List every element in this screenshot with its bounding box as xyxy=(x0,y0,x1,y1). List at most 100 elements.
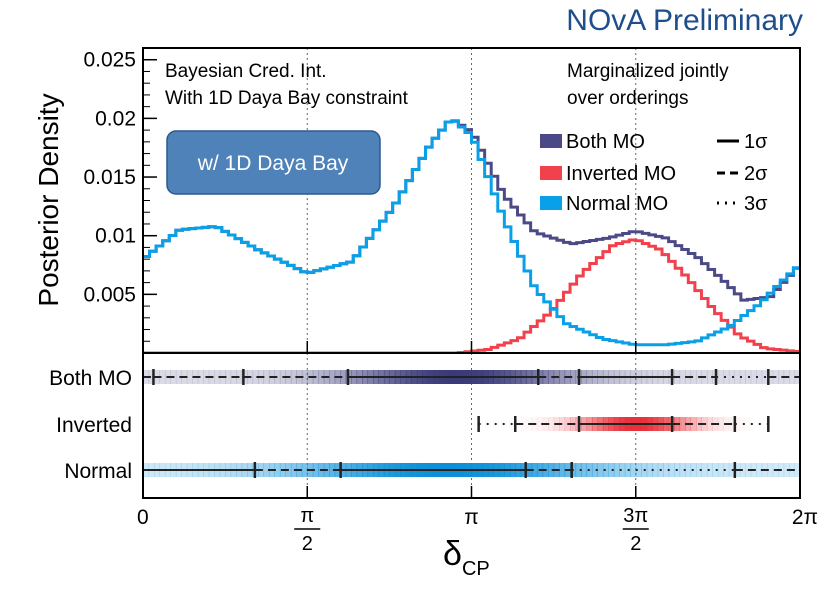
density-cell xyxy=(690,417,697,431)
density-cell xyxy=(186,370,193,384)
density-cell xyxy=(159,370,166,384)
legend-swatch-2 xyxy=(540,196,562,210)
density-cell xyxy=(701,463,708,477)
density-cell xyxy=(570,370,577,384)
annotation-right-line-2: over orderings xyxy=(567,88,688,109)
series-line-1 xyxy=(143,238,800,353)
legend-swatch-1 xyxy=(540,166,562,180)
density-cell xyxy=(745,417,751,431)
legend: Both MO Inverted MO Normal MO 1σ 2σ 3σ xyxy=(540,131,768,215)
density-cell xyxy=(340,370,347,384)
density-cell xyxy=(214,370,221,384)
density-cell xyxy=(750,370,757,384)
density-cell xyxy=(197,370,204,384)
y-tick-label-0: 0.005 xyxy=(83,283,136,306)
x-tick-label-den-3: 2 xyxy=(630,533,641,555)
density-cell xyxy=(602,463,609,477)
density-cell xyxy=(630,463,637,477)
daya-bay-badge-text: w/ 1D Daya Bay xyxy=(197,152,349,175)
density-cell xyxy=(723,370,730,384)
density-cell xyxy=(767,463,774,477)
annotation-right-line-1: Marginalized jointly xyxy=(567,61,729,82)
density-panel: 0.005 0.01 0.015 0.02 0.025 Posterior Densit… xyxy=(33,47,801,354)
density-cell xyxy=(717,463,724,477)
annotation-left-line-1: Bayesian Cred. Int. xyxy=(165,61,327,82)
density-cell xyxy=(706,417,713,431)
density-cell xyxy=(756,370,763,384)
interval-rows: Both MO Inverted Normal xyxy=(49,367,801,483)
gridlines xyxy=(306,48,637,353)
density-cell xyxy=(679,370,686,384)
y-tick-label-4: 0.025 xyxy=(83,49,136,72)
density-cell xyxy=(619,463,626,477)
density-cell xyxy=(301,463,308,477)
y-axis-ticks: 0.005 0.01 0.015 0.02 0.025 xyxy=(83,49,801,353)
density-cell xyxy=(531,463,538,477)
density-cell xyxy=(728,370,735,384)
density-curves xyxy=(143,119,800,353)
density-cell xyxy=(734,370,741,384)
y-axis-label: Posterior Density xyxy=(33,93,64,306)
x-tick-label-2: π xyxy=(464,506,479,529)
x-tick-label-4: 2π xyxy=(792,506,818,529)
legend-swatch-0 xyxy=(540,134,562,148)
density-cell xyxy=(706,370,713,384)
density-cell xyxy=(312,463,319,477)
density-cell xyxy=(559,370,566,384)
density-cell xyxy=(597,463,604,477)
density-cell xyxy=(608,463,615,477)
density-cell xyxy=(723,463,730,477)
density-cell xyxy=(789,370,796,384)
interval-legend-label-0: 1σ xyxy=(744,131,768,153)
y-tick-label-1: 0.01 xyxy=(95,225,136,248)
density-cell xyxy=(706,463,713,477)
density-cell xyxy=(548,463,555,477)
density-cell xyxy=(263,463,270,477)
density-cell xyxy=(329,463,336,477)
density-cell xyxy=(290,370,297,384)
density-cell xyxy=(679,463,686,477)
density-cell xyxy=(252,370,259,384)
density-cell xyxy=(739,370,746,384)
density-cell xyxy=(646,463,653,477)
density-cell xyxy=(225,370,232,384)
density-cell xyxy=(274,463,281,477)
density-cell xyxy=(263,370,270,384)
density-cell xyxy=(575,463,582,477)
density-cell xyxy=(668,463,675,477)
density-cell xyxy=(635,463,642,477)
density-cell xyxy=(148,370,155,384)
x-tick-label-num-3: 3π xyxy=(623,505,648,527)
interval-legend-label-1: 2σ xyxy=(744,163,768,185)
series-line-2 xyxy=(143,119,800,347)
row-label-1: Inverted xyxy=(56,414,132,437)
annotation-left-line-2: With 1D Daya Bay constraint xyxy=(165,88,409,109)
density-cell xyxy=(685,463,692,477)
brand-title: NOvA Preliminary xyxy=(566,4,803,37)
density-cell xyxy=(591,463,599,477)
density-cell xyxy=(581,463,588,477)
x-axis-label: δCP xyxy=(443,535,490,580)
density-cell xyxy=(783,463,790,477)
density-cell xyxy=(690,370,697,384)
row-label-0: Both MO xyxy=(49,367,132,390)
density-cell xyxy=(794,463,801,477)
x-tick-label-den-1: 2 xyxy=(302,533,313,555)
density-cell xyxy=(679,417,686,431)
density-cell xyxy=(548,370,555,384)
density-cell xyxy=(695,463,703,477)
density-cell xyxy=(717,370,724,384)
density-cell xyxy=(318,370,325,384)
density-cell xyxy=(329,370,336,384)
density-cell xyxy=(548,417,555,431)
x-tick-label-num-1: π xyxy=(300,505,314,527)
x-tick-label-0: 0 xyxy=(137,506,149,529)
y-tick-label-3: 0.02 xyxy=(95,107,136,130)
density-cell xyxy=(740,417,746,431)
interval-legend-label-2: 3σ xyxy=(744,193,768,215)
density-cell xyxy=(290,463,297,477)
density-cell xyxy=(613,463,620,477)
